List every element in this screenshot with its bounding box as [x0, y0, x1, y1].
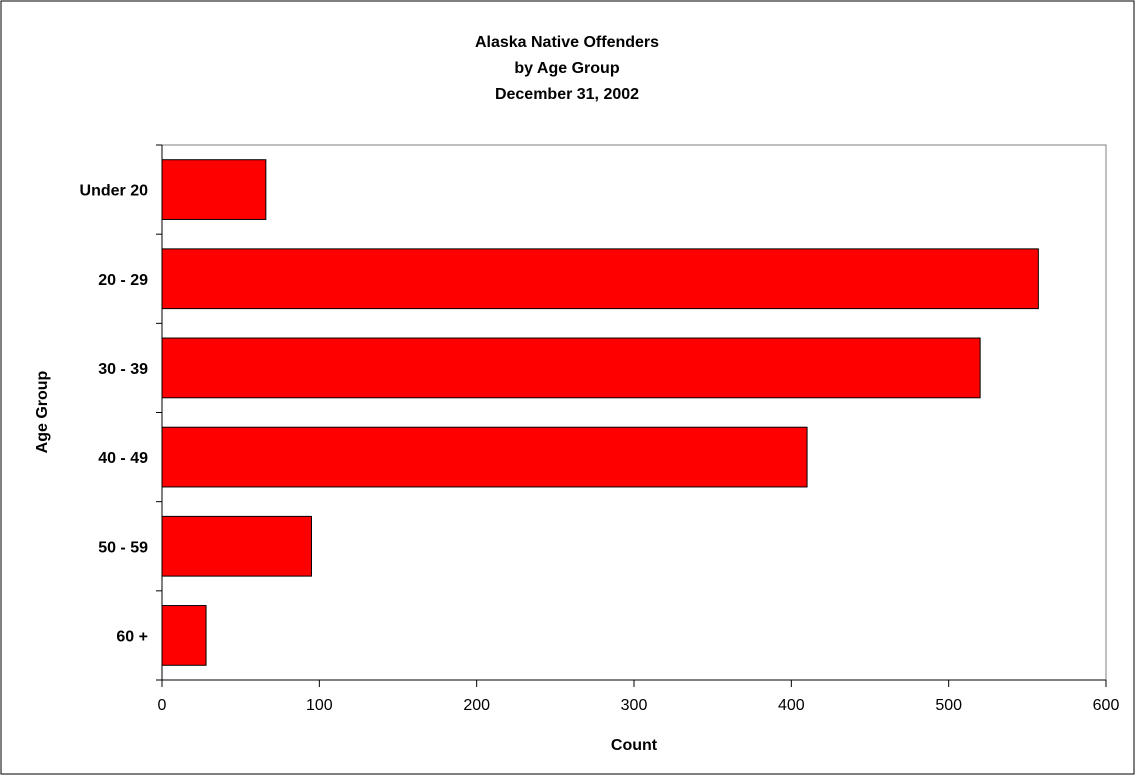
plot-area — [161, 144, 1107, 681]
x-tick-label: 500 — [935, 697, 962, 714]
y-axis: Under 20 20 - 29 30 - 39 40 - 49 50 - 59 60 + — [80, 144, 163, 681]
x-tick-label: 400 — [778, 697, 805, 714]
chart-title: Alaska Native Offenders — [475, 34, 659, 51]
chart-subtitle: by Age Group — [514, 60, 619, 77]
x-tick-label: 200 — [463, 697, 490, 714]
category-label: 30 - 39 — [98, 361, 148, 378]
y-axis-title: Age Group — [34, 370, 51, 453]
category-label: Under 20 — [80, 183, 149, 200]
chart-date: December 31, 2002 — [495, 86, 639, 103]
x-tick-label: 600 — [1093, 697, 1120, 714]
category-label: 20 - 29 — [98, 272, 148, 289]
x-tick-label: 0 — [158, 697, 167, 714]
bars-group — [161, 159, 1039, 666]
bar-30-39 — [161, 337, 981, 399]
category-label: 40 - 49 — [98, 450, 148, 467]
category-label: 60 + — [116, 628, 148, 645]
bar-50-59 — [161, 515, 312, 577]
bar-40-49 — [161, 426, 808, 488]
x-axis-title: Count — [611, 737, 658, 754]
x-tick-label: 300 — [621, 697, 648, 714]
bar-20-29 — [161, 248, 1039, 310]
bar-under-20 — [161, 159, 267, 220]
category-label: 50 - 59 — [98, 539, 148, 556]
x-tick-label: 100 — [306, 697, 333, 714]
bar-60 — [161, 605, 207, 666]
x-axis: 0 100 200 300 400 500 600 — [158, 679, 1120, 714]
